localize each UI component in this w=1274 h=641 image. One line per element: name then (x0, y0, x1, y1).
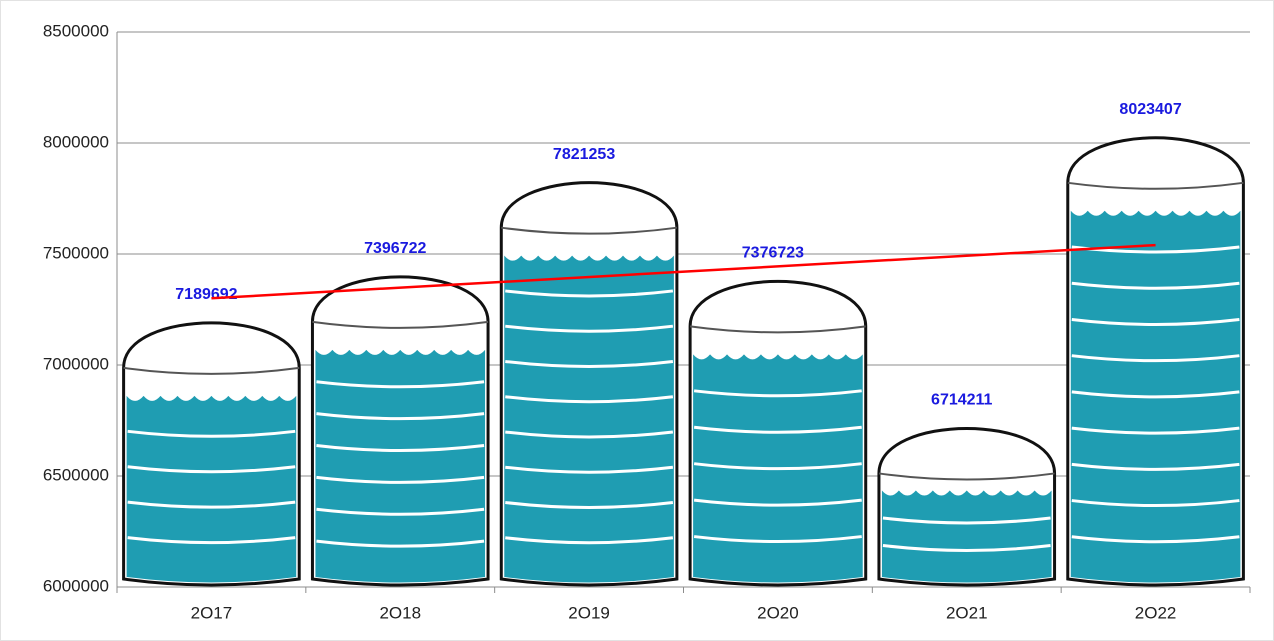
tank (1066, 136, 1245, 587)
x-tick-label: 2O17 (191, 603, 233, 622)
rib (693, 425, 862, 434)
rib (693, 498, 862, 507)
rib (1071, 535, 1240, 544)
water (881, 490, 1052, 583)
rib (316, 507, 485, 516)
rib (693, 535, 862, 544)
trendline (211, 243, 1156, 300)
dome-rim (123, 366, 300, 375)
rib (316, 475, 485, 484)
dome-rim (878, 472, 1055, 481)
dome-rim (312, 320, 489, 329)
rib (316, 444, 485, 453)
y-tick-label: 7000000 (43, 354, 109, 373)
y-tick-label: 6500000 (43, 465, 109, 484)
rib (127, 429, 296, 438)
rib (1071, 462, 1240, 471)
x-tick-label: 2O18 (379, 603, 421, 622)
rib (316, 412, 485, 421)
value-label: 7821253 (553, 146, 615, 163)
y-tick-label: 8500000 (43, 21, 109, 40)
value-label: 6714211 (931, 392, 993, 409)
tank (122, 321, 301, 587)
water (315, 349, 486, 583)
rib (505, 289, 674, 298)
rib (1071, 499, 1240, 508)
rib (505, 465, 674, 474)
rib (1071, 281, 1240, 290)
y-tick-label: 7500000 (43, 243, 109, 262)
x-tick-label: 2O19 (568, 603, 610, 622)
x-tick-label: 2O22 (1135, 603, 1177, 622)
rib (882, 516, 1051, 525)
rib (1071, 354, 1240, 363)
dome-rim (689, 325, 866, 334)
rib (505, 324, 674, 333)
y-tick-label: 8000000 (43, 132, 109, 151)
rib (1071, 426, 1240, 435)
rib (693, 462, 862, 471)
rib (505, 395, 674, 404)
x-tick-label: 2O20 (757, 603, 799, 622)
y-tick-label: 6000000 (43, 576, 109, 595)
value-label: 7189692 (175, 286, 237, 303)
dome-rim (501, 226, 678, 235)
rib (1071, 317, 1240, 326)
water (126, 395, 297, 583)
value-label: 7376723 (742, 245, 804, 262)
rib (505, 536, 674, 545)
tank (688, 279, 868, 587)
tank (877, 426, 1057, 587)
tank (499, 181, 679, 587)
dome-rim (1067, 181, 1244, 190)
rib (505, 500, 674, 509)
rib (882, 544, 1051, 552)
tank (310, 275, 490, 587)
rib (316, 380, 485, 389)
rib (316, 539, 485, 548)
rib (505, 359, 674, 368)
rib (505, 430, 674, 439)
water (504, 255, 674, 583)
rib (1071, 390, 1240, 399)
rib (127, 465, 296, 474)
rib (127, 536, 296, 545)
x-tick-label: 2O21 (946, 603, 988, 622)
value-label: 7396722 (364, 240, 426, 257)
rib (693, 389, 862, 398)
rib (127, 500, 296, 509)
value-label: 8023407 (1119, 101, 1181, 118)
